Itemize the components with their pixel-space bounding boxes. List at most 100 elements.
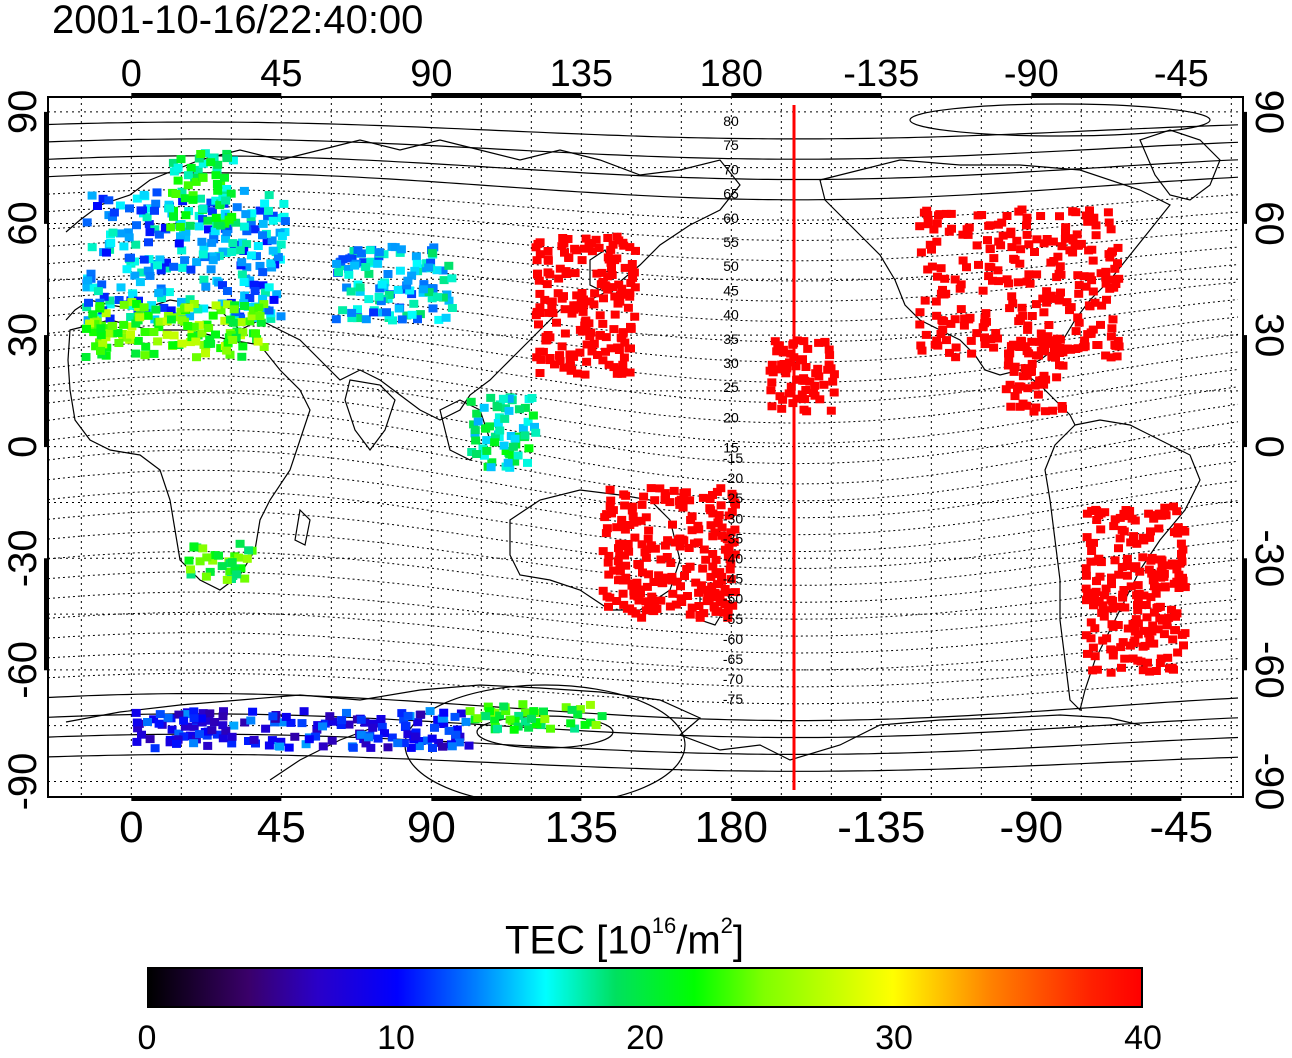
tec-cell: [173, 163, 183, 172]
lat-tick-left: -90: [1, 753, 45, 811]
tec-cell: [93, 202, 102, 210]
tec-cell: [193, 165, 203, 174]
tec-cell: [115, 201, 125, 210]
tec-cell: [272, 290, 282, 299]
tec-cell: [204, 324, 214, 332]
tec-cell: [444, 296, 454, 305]
tec-cell: [185, 221, 195, 230]
tec-cell: [140, 351, 150, 360]
tec-cell: [487, 458, 497, 467]
tec-cell: [264, 741, 274, 750]
tec-cell: [628, 273, 638, 282]
tec-cell: [133, 336, 143, 345]
tec-cell: [535, 289, 545, 298]
tec-cell: [318, 722, 327, 731]
tec-cell: [1154, 524, 1164, 533]
tec-cell: [606, 496, 616, 505]
tec-cell: [228, 239, 238, 248]
tec-cell: [559, 292, 568, 301]
tec-cell: [1092, 665, 1102, 674]
tec-cell: [535, 238, 545, 247]
tec-cell: [682, 565, 692, 573]
tec-cell: [181, 722, 190, 731]
tec-cell: [1110, 341, 1120, 349]
tec-cell: [637, 613, 647, 622]
tec-cell: [151, 305, 161, 314]
tec-cell: [1130, 562, 1140, 571]
tec-cell: [374, 292, 384, 301]
tec-cell: [595, 330, 605, 339]
tec-cell: [1153, 625, 1163, 634]
tec-cell: [220, 173, 229, 182]
tec-cell: [131, 708, 141, 717]
contour-label: 20: [723, 409, 739, 425]
tec-cell: [261, 724, 271, 733]
tec-cell: [162, 330, 172, 339]
tec-cell: [550, 360, 559, 369]
tec-cell: [520, 717, 530, 726]
tec-cell: [641, 597, 651, 606]
tec-cell: [154, 230, 164, 239]
tec-cell: [1095, 572, 1105, 581]
tec-cell: [252, 252, 261, 261]
tec-cell: [730, 525, 740, 534]
lon-tick-top: -90: [1004, 53, 1059, 95]
tec-cell: [647, 594, 657, 603]
tec-cell: [444, 261, 454, 270]
tec-cell: [166, 306, 176, 315]
tec-cell: [618, 589, 628, 598]
tec-cell: [234, 553, 244, 562]
tec-cell: [280, 228, 290, 236]
tec-cell: [637, 540, 647, 549]
tec-cell: [980, 340, 990, 349]
tec-cell: [1020, 342, 1030, 351]
tec-cell: [176, 155, 186, 164]
tec-cell: [428, 744, 437, 752]
tec-cell: [166, 223, 176, 232]
tec-cell: [1036, 212, 1046, 220]
tec-cell: [1108, 604, 1118, 613]
tec-cell: [108, 213, 117, 222]
tec-cell: [384, 291, 394, 299]
tec-cell: [555, 357, 565, 366]
tec-cell: [237, 270, 247, 279]
tec-cell: [218, 281, 227, 290]
tec-cell: [552, 318, 561, 327]
tec-cell: [277, 232, 287, 241]
tec-cell: [578, 307, 588, 316]
tec-cell: [356, 715, 366, 724]
tec-cell: [1061, 223, 1071, 232]
tec-cell: [87, 191, 97, 200]
tec-cell: [281, 712, 291, 721]
tec-cell: [123, 228, 133, 237]
tec-cell: [198, 204, 208, 213]
tec-cell: [450, 712, 460, 721]
tec-cell: [86, 269, 96, 278]
contour-line: [48, 429, 1239, 502]
tec-cell: [1108, 315, 1118, 324]
tec-cell: [725, 565, 735, 574]
tec-cell: [1106, 595, 1116, 604]
tec-cell: [962, 225, 972, 234]
tec-cell: [200, 149, 210, 158]
tec-cell: [416, 710, 426, 719]
tec-cell: [555, 264, 565, 273]
tec-cell: [1096, 269, 1106, 278]
tec-cell: [1042, 287, 1052, 296]
tec-cell: [218, 247, 228, 256]
tec-cell: [1052, 373, 1062, 382]
tec-cell: [601, 347, 610, 356]
tec-cell: [286, 718, 296, 727]
tec-cell: [238, 328, 248, 337]
tec-cell: [958, 256, 968, 265]
tec-cell: [1010, 362, 1020, 371]
tec-cell: [1096, 525, 1106, 534]
tec-cell: [766, 386, 776, 395]
tec-cell: [95, 302, 105, 311]
tec-cell: [259, 300, 269, 309]
tec-cell: [1031, 300, 1041, 309]
frame-ticks: [44, 93, 1247, 801]
tec-cell: [609, 363, 619, 372]
tec-cell: [1015, 402, 1025, 411]
tec-cell: [1133, 606, 1143, 615]
